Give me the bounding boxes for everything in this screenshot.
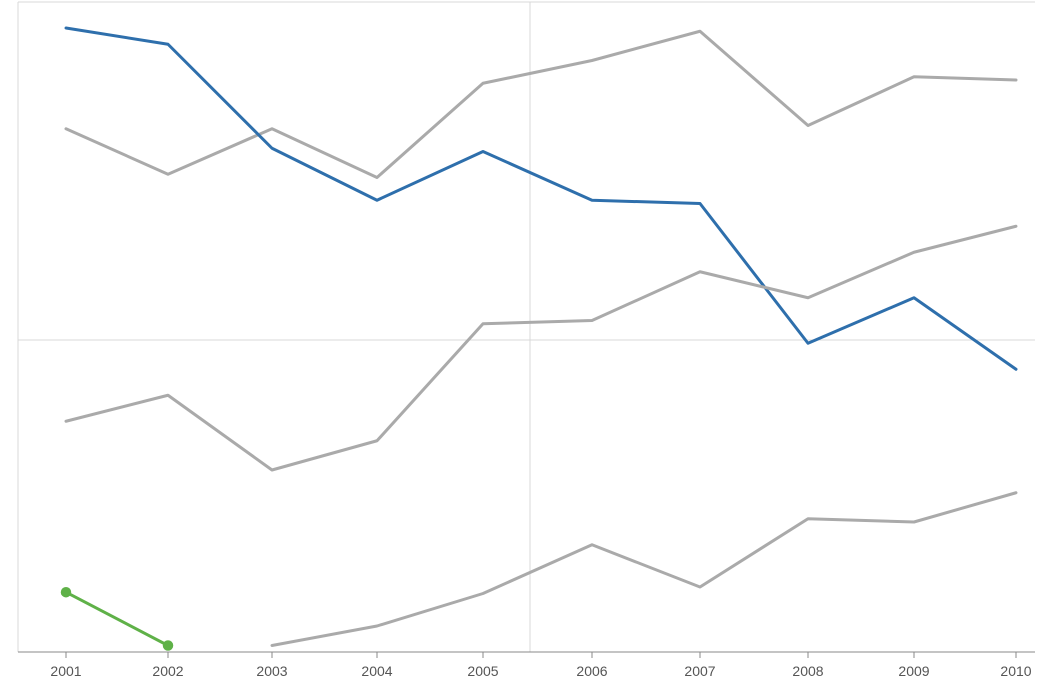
chart-svg: 2001 2002 2003 2004 2005 2006 2007 2008 2009 2010 [0, 0, 1043, 695]
x-tick-label: 2009 [898, 663, 929, 679]
x-tick-label: 2006 [576, 663, 607, 679]
series-green-marker [62, 588, 71, 597]
x-tick-label: 2001 [50, 663, 81, 679]
x-tick-label: 2010 [1000, 663, 1031, 679]
x-tick-label: 2005 [467, 663, 498, 679]
x-tick-label: 2003 [256, 663, 287, 679]
line-chart: 2001 2002 2003 2004 2005 2006 2007 2008 2009 2010 [0, 0, 1043, 695]
series-green-marker [164, 641, 173, 650]
x-tick-label: 2002 [152, 663, 183, 679]
x-tick-label: 2004 [361, 663, 392, 679]
x-tick-label: 2008 [792, 663, 823, 679]
x-tick-label: 2007 [684, 663, 715, 679]
